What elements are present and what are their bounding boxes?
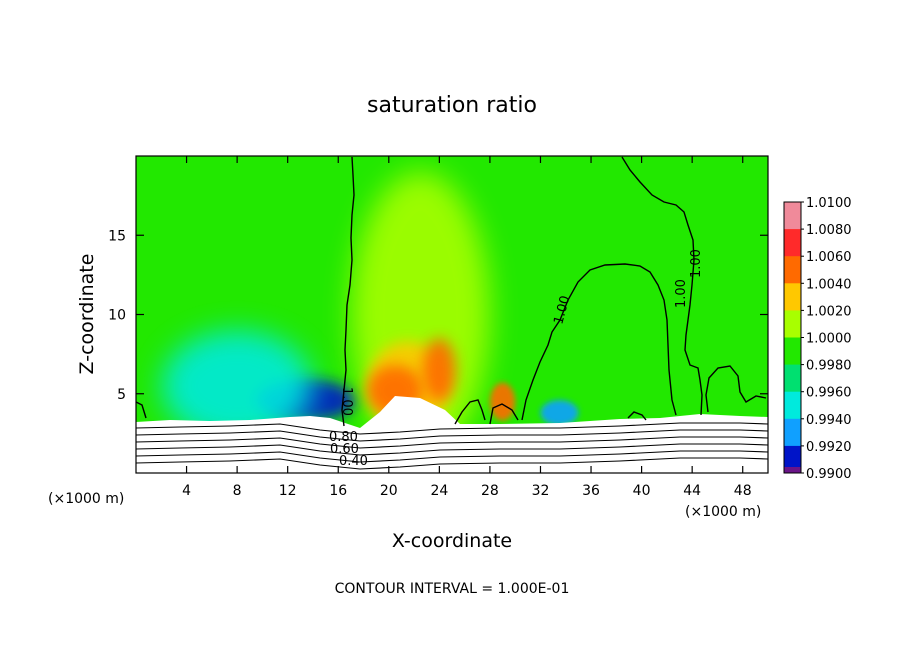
colorbar-label: 0.9940 bbox=[806, 413, 852, 428]
terrain-contours bbox=[136, 422, 768, 470]
contour-label-4: 1.00 bbox=[689, 249, 704, 278]
terrain-contour-line bbox=[136, 457, 768, 470]
terrain-contour-line bbox=[136, 422, 768, 435]
colorbar-label: 0.9900 bbox=[806, 467, 852, 482]
x-tick-label: 12 bbox=[279, 483, 297, 499]
x-tick-label: 48 bbox=[734, 483, 752, 499]
x-axis-label: X-coordinate bbox=[392, 530, 512, 552]
contour-label-6: 0.60 bbox=[330, 442, 359, 457]
contour-label-3: 1.00 bbox=[674, 279, 689, 308]
terrain-contour-line bbox=[136, 436, 768, 449]
x-tick-label: 28 bbox=[481, 483, 499, 499]
x-tick-label: 4 bbox=[182, 483, 191, 499]
field-feature-moist bbox=[422, 338, 456, 402]
field-feature-dry bbox=[161, 330, 313, 442]
colorbar-label: 1.0080 bbox=[806, 223, 852, 238]
contour-line-1 bbox=[341, 156, 355, 427]
colorbar-swatch bbox=[784, 202, 801, 230]
x-unit-label-right: (×1000 m) bbox=[685, 504, 761, 520]
colorbar-swatch bbox=[784, 229, 801, 257]
colorbar-swatch bbox=[784, 391, 801, 420]
field-feature-dry bbox=[540, 400, 579, 426]
y-tick-label: 10 bbox=[108, 308, 126, 324]
x-axis: 4 8 12 16 20 24 28 32 36 40 44 48 bbox=[182, 156, 752, 499]
contour-lines: 1.00 1.00 1.00 1.00 bbox=[136, 156, 767, 427]
colorbar-swatch bbox=[784, 467, 801, 473]
terrain-contour-line bbox=[136, 443, 768, 456]
contour-label-7: 0.40 bbox=[339, 454, 368, 469]
x-tick-label: 40 bbox=[633, 483, 651, 499]
colorbar-swatch bbox=[784, 337, 801, 366]
colorbar-label: 0.9960 bbox=[806, 386, 852, 401]
y-tick-label: 15 bbox=[108, 228, 126, 244]
y-axis: 5 10 15 bbox=[108, 228, 768, 403]
x-tick-label: 36 bbox=[582, 483, 600, 499]
colorbar: 1.0100 1.0080 1.0060 1.0040 1.0020 1.0000 0.99… bbox=[783, 196, 852, 482]
contour-line-2 bbox=[454, 263, 677, 425]
colorbar-swatch bbox=[784, 364, 801, 393]
x-tick-label: 24 bbox=[430, 483, 448, 499]
y-axis-label: Z-coordinate bbox=[76, 254, 98, 375]
x-tick-label: 44 bbox=[683, 483, 701, 499]
colorbar-label: 0.9980 bbox=[806, 359, 852, 374]
colorbar-label: 0.9920 bbox=[806, 440, 852, 455]
colorbar-label: 1.0060 bbox=[806, 250, 852, 265]
terrain-contour-line bbox=[136, 429, 768, 442]
x-unit-label-left: (×1000 m) bbox=[48, 491, 124, 507]
x-tick-label: 16 bbox=[329, 483, 347, 499]
colorbar-swatch bbox=[784, 418, 801, 447]
colorbar-label: 1.0040 bbox=[806, 277, 852, 292]
colorbar-swatch bbox=[784, 256, 801, 284]
contour-label-1: 1.00 bbox=[339, 387, 354, 416]
colorbar-label: 1.0100 bbox=[806, 196, 852, 211]
contour-label-2: 1.00 bbox=[551, 294, 573, 326]
contour-line-5 bbox=[136, 401, 647, 421]
y-tick-label: 5 bbox=[117, 387, 126, 403]
colorbar-swatch bbox=[784, 283, 801, 311]
contour-line-3 bbox=[621, 156, 703, 416]
chart-title: saturation ratio bbox=[367, 93, 537, 118]
colorbar-label: 1.0020 bbox=[806, 304, 852, 319]
contour-line-4 bbox=[705, 365, 767, 413]
colorbar-swatch bbox=[784, 445, 801, 474]
x-tick-label: 8 bbox=[233, 483, 242, 499]
x-tick-label: 32 bbox=[532, 483, 550, 499]
colorbar-swatch bbox=[784, 310, 801, 338]
footer-text: CONTOUR INTERVAL = 1.000E-01 bbox=[335, 581, 570, 597]
colorbar-label: 1.0000 bbox=[806, 332, 852, 347]
field-feature-moist bbox=[489, 382, 516, 421]
x-tick-label: 20 bbox=[380, 483, 398, 499]
contour-label-5: 0.80 bbox=[329, 430, 358, 445]
terrain-contour-line bbox=[136, 450, 768, 463]
